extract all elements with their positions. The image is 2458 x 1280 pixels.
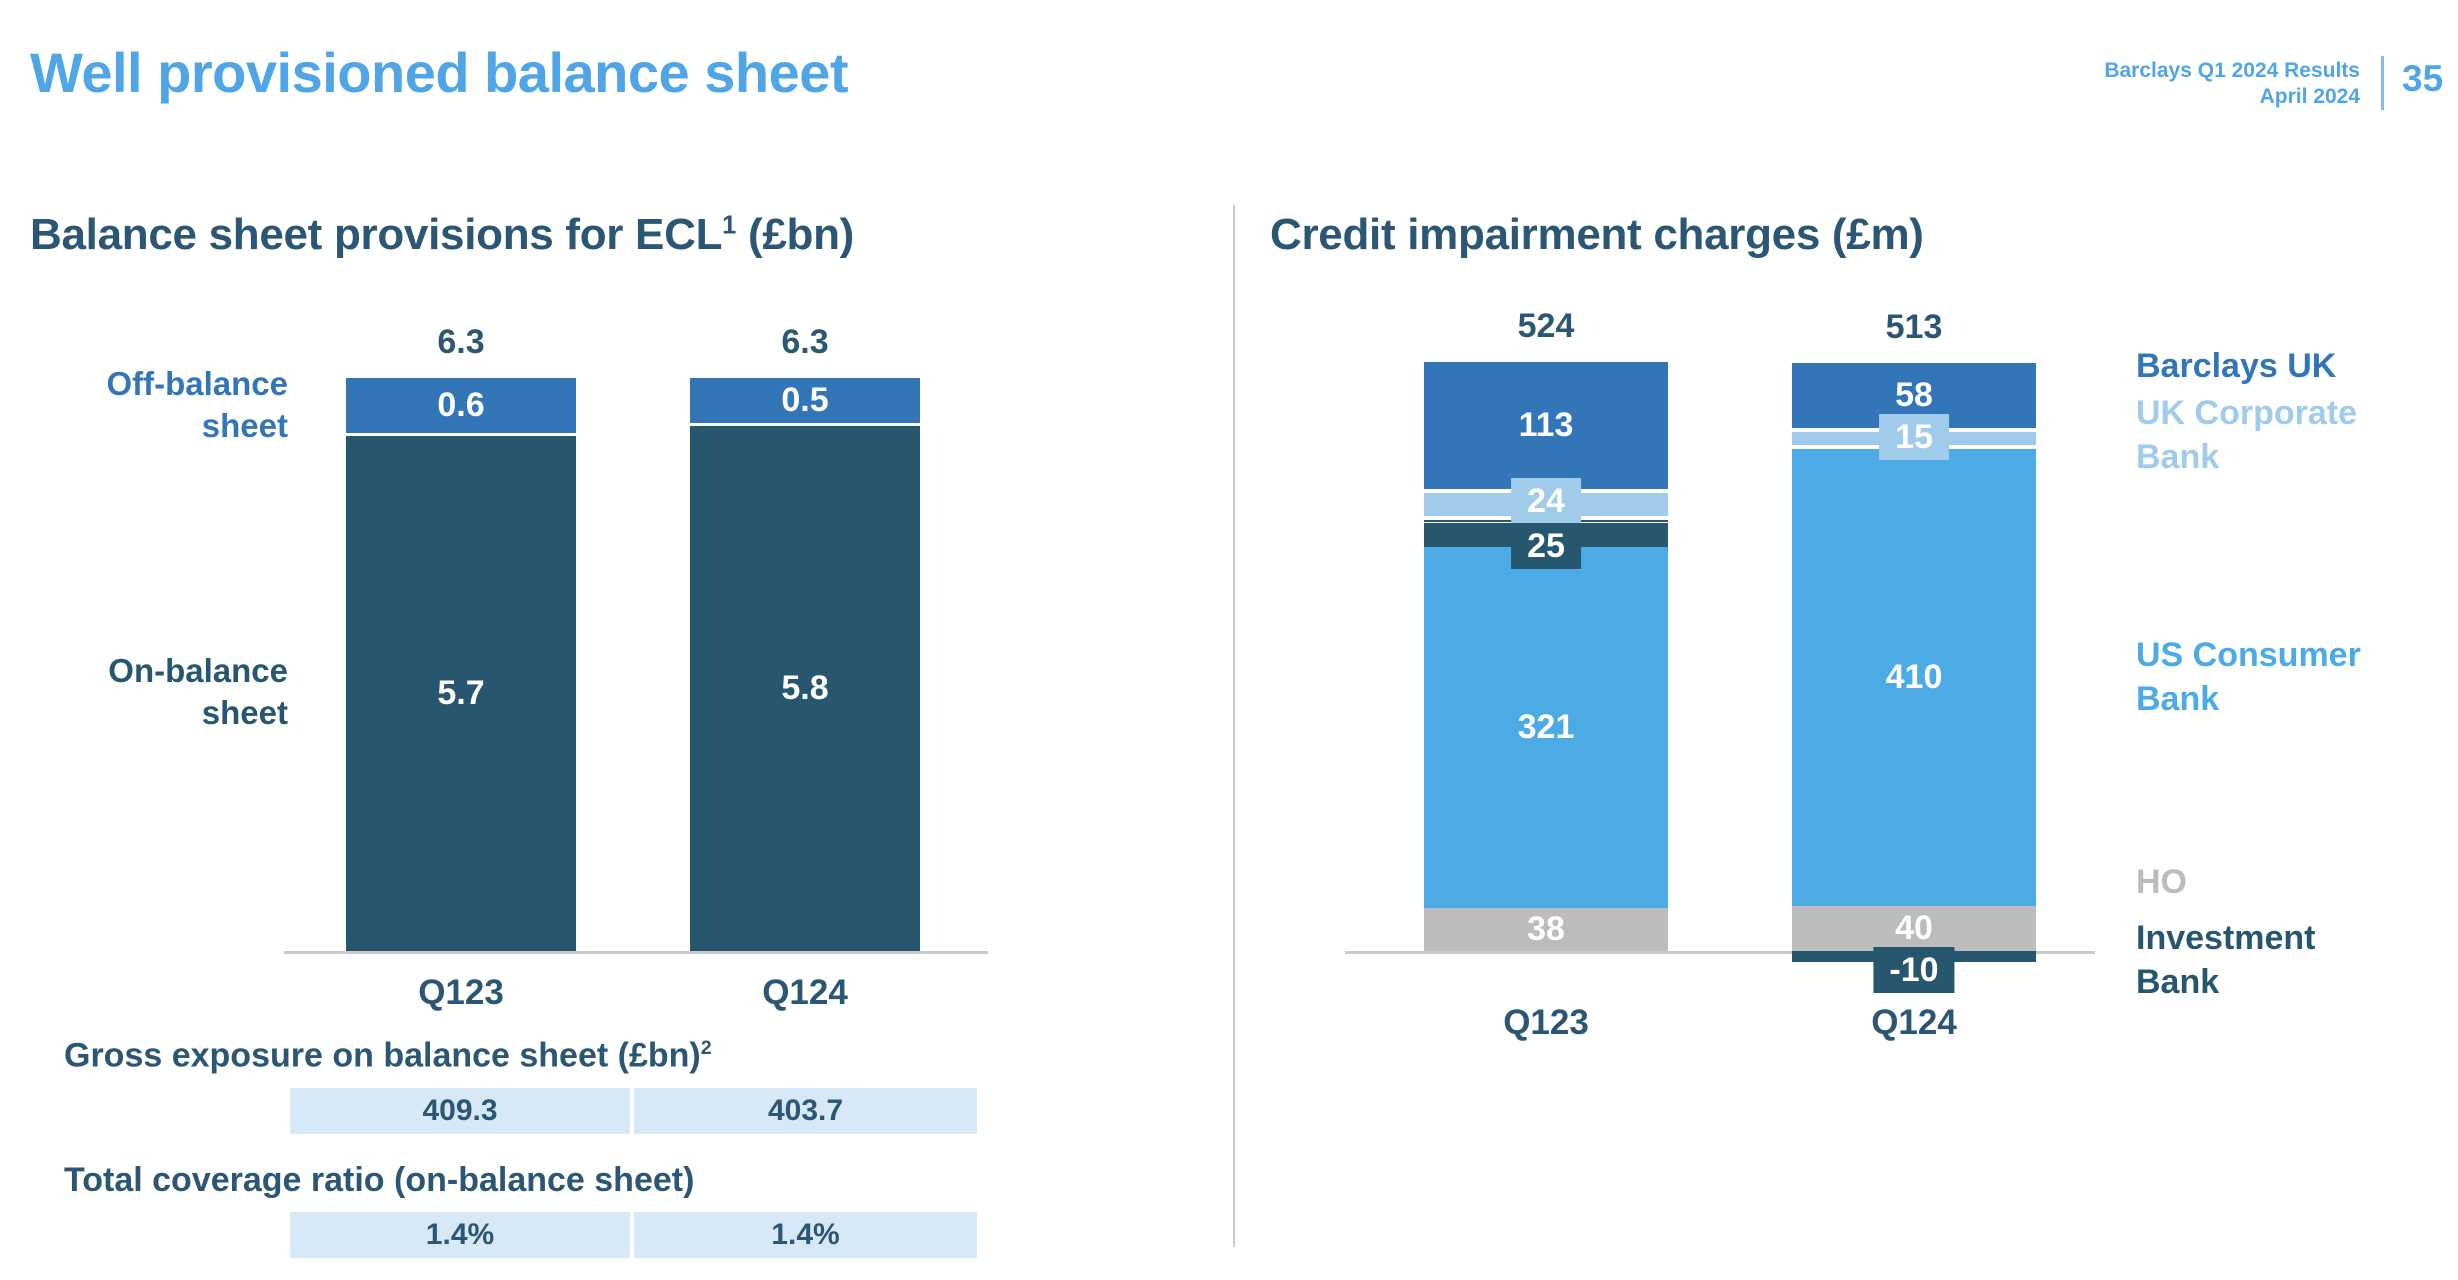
metric-cell: 1.4% (290, 1212, 630, 1258)
bar-segment-off-balance-sheet (690, 378, 920, 424)
metric-label: Total coverage ratio (on-balance sheet) (64, 1161, 695, 1199)
ecl-chart-title-unit: (£bn) (736, 210, 855, 259)
deck-info: Barclays Q1 2024 Results April 2024 (2104, 58, 2360, 110)
total-label: 6.3 (781, 323, 829, 361)
deck-divider (2381, 56, 2384, 110)
bar-value-label: -10 (1873, 947, 1955, 993)
deck-date: April 2024 (2259, 85, 2360, 108)
bar-segment-on-balance-sheet (346, 432, 576, 951)
panel-divider (1233, 205, 1235, 1247)
total-label: 6.3 (437, 323, 485, 361)
metric-cell: 403.7 (634, 1088, 977, 1134)
category-label: Q124 (762, 973, 848, 1012)
metric-label: Gross exposure on balance sheet (£bn)2 (64, 1036, 712, 1075)
metric-cell: 409.3 (290, 1088, 630, 1134)
bar-value-label: 0.6 (437, 385, 485, 424)
category-label: Q123 (418, 973, 504, 1012)
x-axis-line (1345, 951, 2095, 954)
bar-value-label: 410 (1885, 658, 1943, 697)
legend-item-us-consumer-bank: US Consumer Bank (2136, 636, 2361, 718)
bar-segment-off-balance-sheet (346, 378, 576, 433)
bar-value-label: 321 (1517, 708, 1575, 747)
impairment-chart-title: Credit impairment charges (£m) (1270, 210, 1924, 259)
bar-value-label: 58 (1895, 376, 1933, 415)
axis-label-on-balance-sheet: On-balance sheet (108, 651, 288, 731)
total-label: 524 (1517, 307, 1575, 345)
category-label: Q124 (1871, 1003, 1957, 1042)
total-label: 513 (1885, 308, 1943, 347)
bar-segment-ho (1424, 908, 1668, 951)
bar-segment-us-consumer-bank (1424, 547, 1668, 909)
bar-value-label: 5.8 (781, 669, 829, 708)
footnote-marker-2: 2 (700, 1037, 712, 1059)
page-title: Well provisioned balance sheet (30, 41, 849, 104)
footnote-marker-1: 1 (722, 211, 737, 240)
bar-segment-on-balance-sheet (690, 423, 920, 951)
bar-segment-us-consumer-bank (1792, 445, 2036, 907)
metric-cell: 1.4% (634, 1212, 977, 1258)
page-number: 35 (2402, 58, 2444, 99)
bar-value-label: 113 (1518, 406, 1574, 444)
bar-value-label: 0.5 (781, 381, 829, 420)
bar-value-label: 24 (1511, 477, 1581, 524)
category-label: Q123 (1503, 1003, 1589, 1042)
legend-item-uk-corporate-bank: UK Corporate Bank (2136, 394, 2358, 476)
x-axis-line (284, 951, 988, 954)
legend-item-barclays-uk: Barclays UK (2136, 347, 2337, 385)
legend-item-investment-bank: Investment Bank (2136, 919, 2316, 1001)
bar-value-label: 5.7 (437, 673, 485, 712)
bar-value-label: 40 (1895, 909, 1933, 947)
bar-segment-ho (1792, 906, 2036, 951)
ecl-chart-title-text: Balance sheet provisions for ECL (30, 210, 723, 259)
bar-value-label: 38 (1527, 910, 1565, 949)
bar-value-label: 15 (1879, 413, 1949, 460)
deck-title: Barclays Q1 2024 Results (2104, 59, 2360, 82)
ecl-chart-title: Balance sheet provisions for ECL1 (£bn) (30, 210, 854, 260)
bar-value-label: 25 (1511, 523, 1581, 570)
legend-item-ho: HO (2136, 863, 2187, 901)
bar-segment-barclays-uk (1424, 362, 1668, 490)
axis-label-off-balance-sheet: Off-balance sheet (106, 365, 288, 445)
